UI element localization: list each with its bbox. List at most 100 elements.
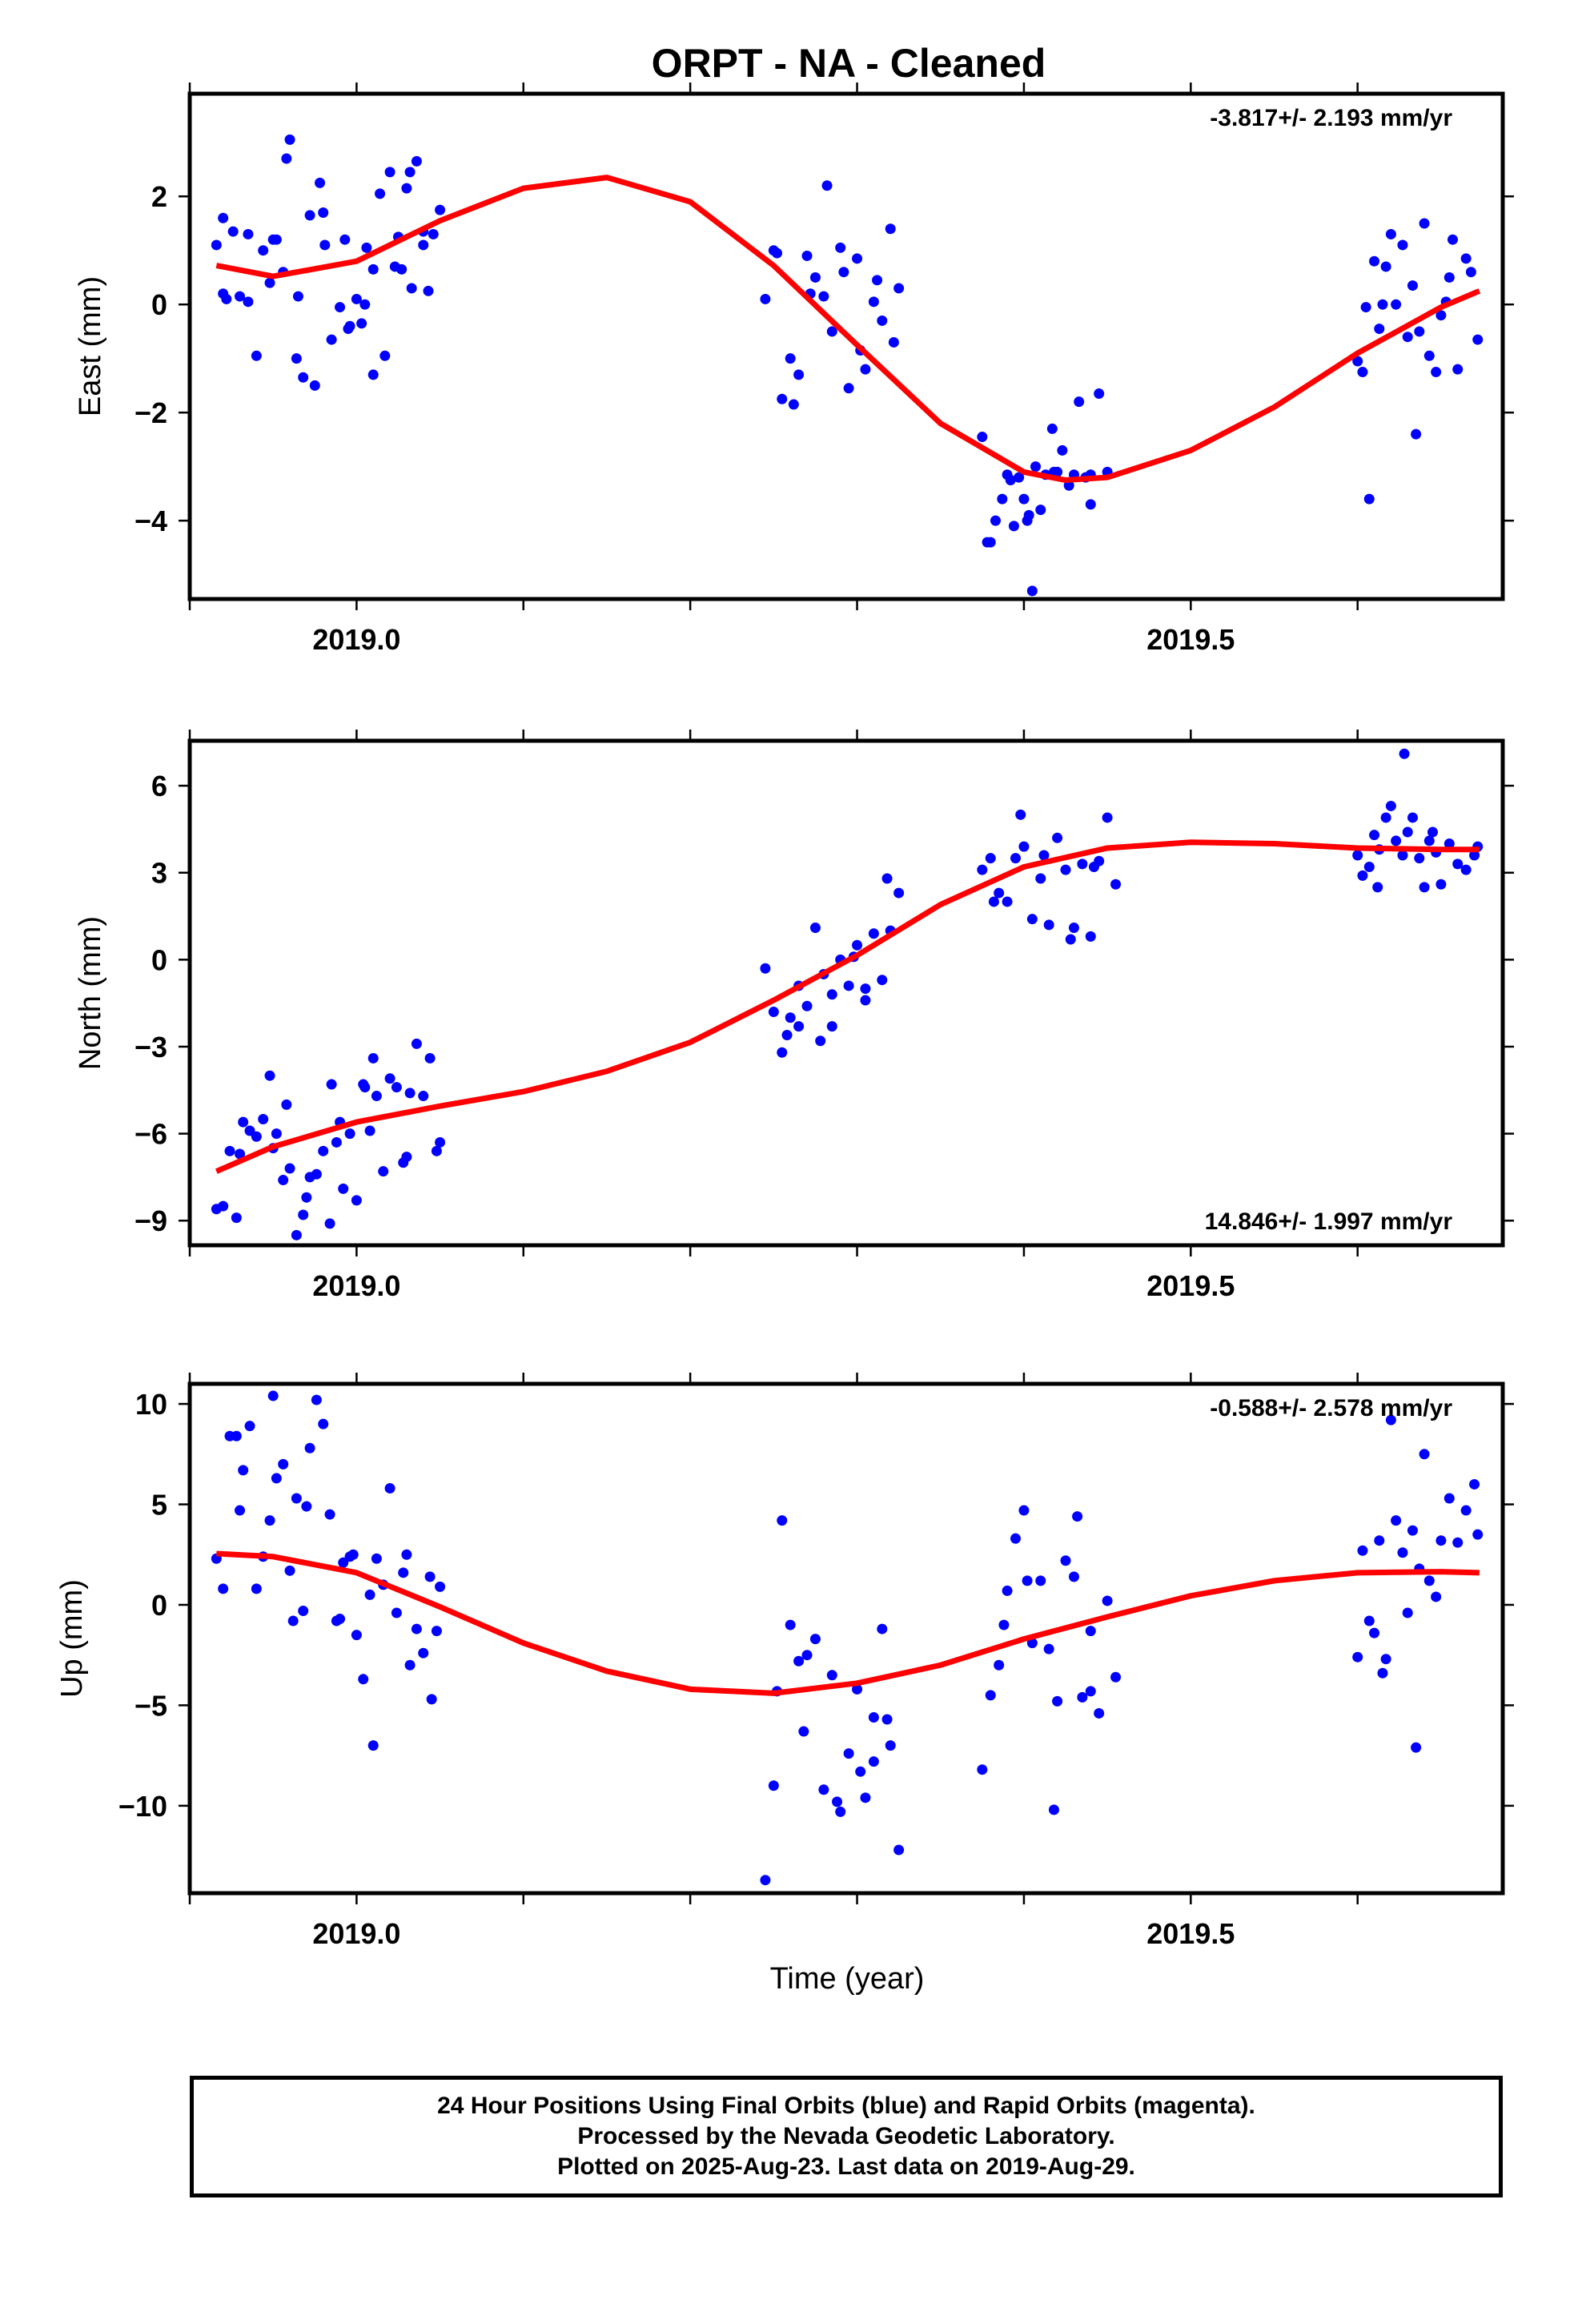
north-y-tick-label: 3 [151,857,167,890]
east-data-point [1397,239,1408,251]
north-data-point [1372,882,1383,893]
east-data-point [835,242,846,253]
north-data-point [1010,853,1022,864]
north-data-point [1391,835,1402,846]
north-data-point [418,1091,429,1102]
east-data-point [281,153,292,164]
north-data-point [291,1229,302,1240]
north-data-point [326,1079,337,1090]
up-data-point [1018,1505,1030,1516]
north-x-tick-label: 2019.0 [312,1269,400,1302]
east-data-point [977,432,988,443]
east-data-point [1352,356,1363,367]
east-data-point [258,245,269,256]
x-axis-label: Time (year) [770,1962,925,1996]
up-data-point [1052,1695,1063,1707]
east-panel: 2019.0 2019.5 −4 −2 0 2 East (mm) -3.817+/- 2.1… [74,82,1514,656]
north-data-point [1110,879,1122,890]
up-data-point [768,1780,779,1791]
east-data-point [335,302,346,313]
up-data-point [1460,1505,1472,1516]
east-data-point [843,383,854,394]
north-data-point [988,896,999,907]
north-data-point [1419,882,1430,893]
up-data-point [1010,1533,1022,1544]
east-plot-frame [187,91,1505,601]
up-data-point [826,1670,837,1681]
up-data-point [431,1626,442,1637]
up-data-point [401,1549,412,1560]
east-data-point [838,267,849,278]
up-data-point [801,1650,813,1661]
east-data-point [428,228,439,239]
up-rate-label: -0.588+/- 2.578 mm/yr [1210,1395,1452,1421]
east-data-point [319,239,331,251]
up-data-point [1380,1654,1391,1665]
east-data-point [760,293,771,304]
east-data-point [243,228,254,239]
up-y-tick-label: 0 [151,1589,167,1622]
east-data-point [396,263,408,275]
up-y-tick-label: −10 [118,1790,167,1823]
up-data-point [1411,1742,1422,1753]
north-data-point [1077,858,1088,870]
north-data-point [435,1136,446,1148]
east-data-point [304,210,315,221]
east-data-point [351,293,362,304]
up-data-point [251,1583,262,1594]
up-data-point [881,1714,893,1725]
east-data-point [1357,367,1368,378]
north-data-point [431,1145,442,1156]
up-data-point [284,1565,295,1576]
up-data-point [832,1796,843,1807]
up-data-point [418,1647,429,1659]
north-rate-label: 14.846+/- 1.997 mm/yr [1205,1208,1453,1235]
east-data-point [251,350,262,361]
east-data-point [326,334,337,345]
north-data-point [278,1175,289,1186]
north-data-point [1065,934,1076,945]
up-data-point [1419,1449,1430,1460]
up-data-point [301,1501,312,1512]
east-data-point [872,275,883,286]
east-data-point [985,537,996,548]
up-y-tick-label: 5 [151,1489,167,1522]
up-data-point [1094,1707,1105,1719]
north-data-point [224,1145,235,1156]
east-data-point [1391,299,1402,310]
east-data-point [218,288,229,300]
east-data-point [435,204,446,215]
up-data-point [985,1690,996,1701]
east-data-point [404,167,416,178]
up-data-point [1110,1671,1122,1683]
north-data-point [1363,862,1375,872]
north-data-point [994,887,1005,899]
north-data-point [1407,812,1418,823]
up-data-point [1352,1651,1363,1663]
east-data-point [1374,324,1385,335]
north-y-tick-label: −3 [135,1031,167,1063]
north-data-point [985,853,996,864]
east-data-point [1380,261,1391,272]
east-data-point [356,318,367,329]
north-data-point [877,975,888,986]
up-data-point [398,1567,409,1578]
up-data-point [994,1659,1005,1671]
up-data-point [1407,1525,1418,1536]
north-data-point [977,864,988,875]
north-data-point [860,983,871,995]
east-data-point [423,285,434,296]
north-data-point [893,887,905,899]
north-data-point [768,1007,779,1018]
up-data-point [238,1465,249,1476]
up-data-point [218,1583,229,1594]
east-data-point [401,183,412,194]
up-data-point [1469,1478,1480,1490]
north-data-point [364,1125,375,1136]
north-data-point [760,963,771,974]
east-data-point [284,134,295,145]
up-data-point [435,1581,446,1592]
east-data-point [367,263,379,275]
north-data-point [881,873,893,884]
